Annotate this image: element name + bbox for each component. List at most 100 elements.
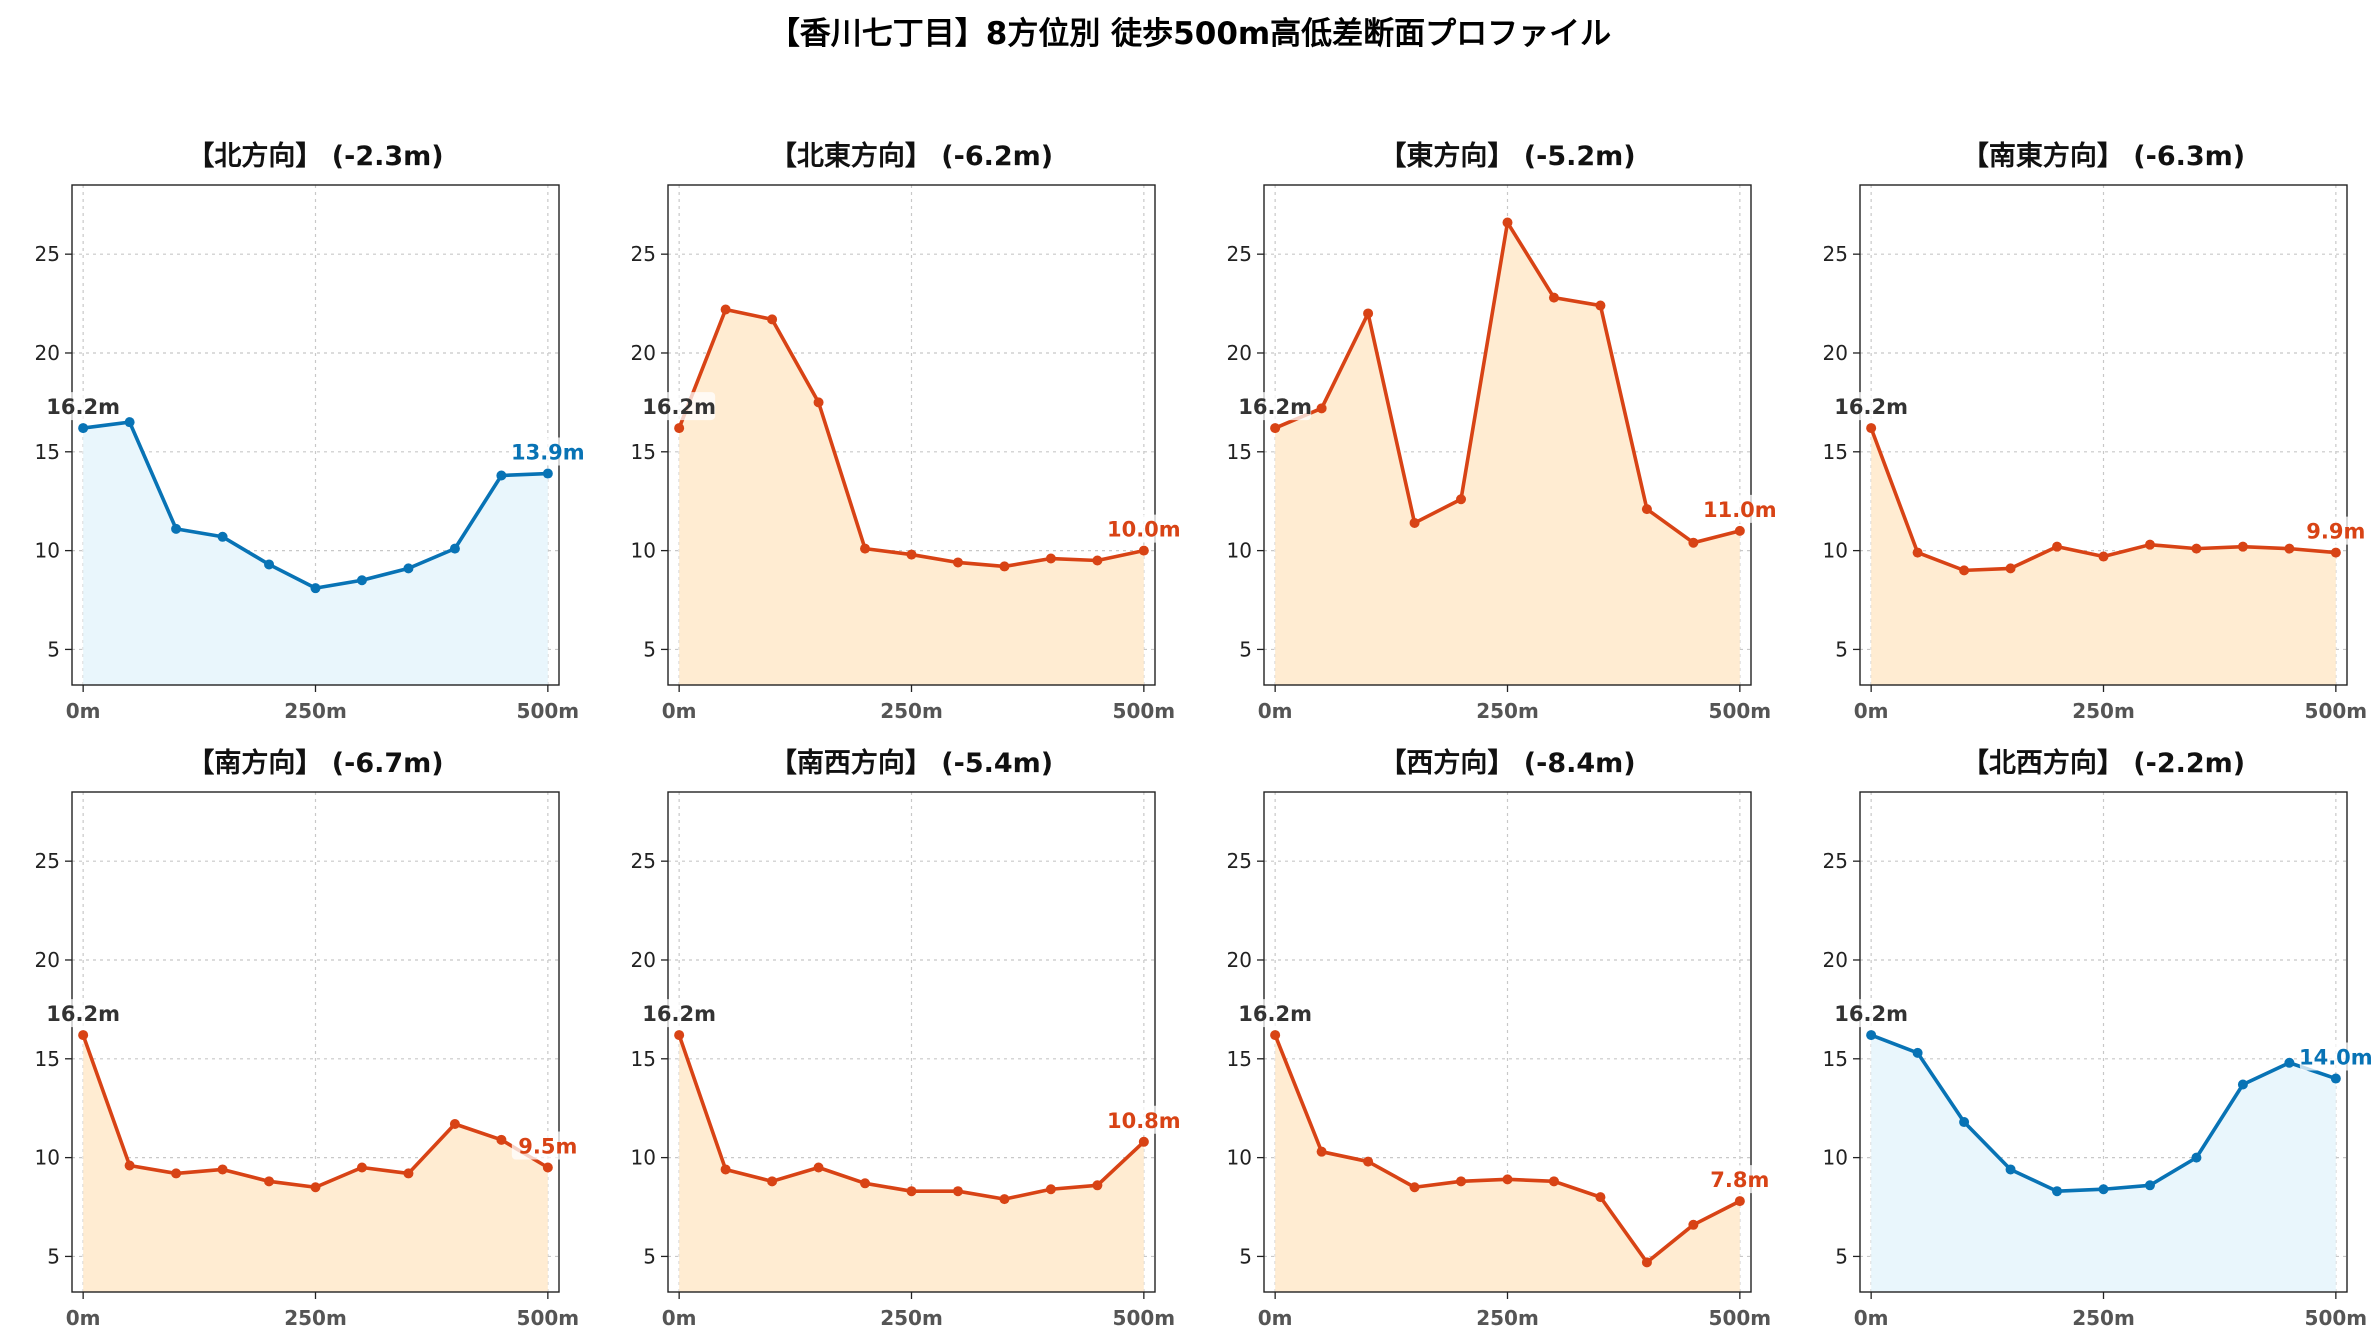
panel-7-end-label-bg — [2299, 1042, 2372, 1071]
panel-3-point-4 — [2052, 541, 2063, 552]
panel-6-end-label: 7.8m — [1710, 1168, 1769, 1192]
panel-5-xtick-label-0: 0m — [662, 1306, 697, 1330]
panel-1-point-7 — [999, 561, 1010, 572]
panel-5-point-0 — [674, 1030, 685, 1041]
panel-5-end-label: 10.8m — [1107, 1109, 1181, 1133]
panel-6-point-0 — [1270, 1030, 1281, 1041]
panel-0-ytick-label-4: 25 — [35, 242, 60, 266]
panel-3-start-label-bg — [1835, 392, 1908, 421]
panel-1-title: 【北東方向】 (-6.2m) — [770, 140, 1053, 172]
panel-6-start-label: 16.2m — [1238, 1002, 1312, 1026]
panel-2-ytick-label-0: 5 — [1239, 637, 1252, 661]
panel-2-point-5 — [1502, 217, 1513, 228]
panel-5-title: 【南西方向】 (-5.4m) — [770, 747, 1053, 779]
panel-4-end-label: 9.5m — [518, 1134, 577, 1158]
panel-4-ytick-label-0: 5 — [47, 1244, 60, 1268]
panel-6-point-5 — [1502, 1174, 1513, 1185]
panel-4-point-3 — [217, 1164, 228, 1175]
panel-3-point-2 — [1959, 565, 1970, 576]
panel-6-end-label-bg — [1703, 1165, 1776, 1194]
figure-title: 【香川七丁目】8方位別 徒歩500m高低差断面プロファイル — [769, 16, 1611, 52]
panel-7-ytick-label-4: 25 — [1823, 849, 1848, 873]
panel-0-point-10 — [542, 468, 553, 479]
panel-3-point-7 — [2191, 543, 2202, 554]
panel-4-point-5 — [310, 1182, 321, 1193]
panel-1-point-10 — [1138, 545, 1149, 556]
panel-5-ytick-label-0: 5 — [643, 1244, 656, 1268]
panel-0-xtick-label-2: 500m — [517, 699, 580, 723]
panel-2-point-10 — [1734, 525, 1745, 536]
panel-6-point-9 — [1688, 1219, 1699, 1230]
panel-7-start-label-bg — [1835, 999, 1908, 1028]
panel-4-xtick-label-0: 0m — [66, 1306, 101, 1330]
panel-1-point-2 — [767, 314, 778, 325]
panel-0-point-8 — [449, 543, 460, 554]
panel-3-xtick-label-1: 250m — [2072, 699, 2135, 723]
panel-0-point-7 — [403, 563, 414, 574]
panel-7-point-10 — [2330, 1073, 2341, 1084]
panel-1-start-label-bg — [643, 392, 716, 421]
panel-6-point-3 — [1409, 1182, 1420, 1193]
panel-3-point-3 — [2005, 563, 2016, 574]
panel-2-ytick-label-3: 20 — [1227, 341, 1252, 365]
panel-2-point-0 — [1270, 423, 1281, 434]
panel-2-ytick-label-2: 15 — [1227, 440, 1252, 464]
panel-7-point-1 — [1912, 1047, 1923, 1058]
panel-4-end-label-bg — [511, 1131, 584, 1160]
panel-0-point-3 — [217, 531, 228, 542]
panel-3-point-9 — [2284, 543, 2295, 554]
panel-6-start-label-bg — [1239, 999, 1312, 1028]
panel-5-point-1 — [720, 1164, 731, 1175]
panel-2-xtick-label-2: 500m — [1709, 699, 1772, 723]
panel-7-point-3 — [2005, 1164, 2016, 1175]
panel-0-title: 【北方向】 (-2.3m) — [187, 140, 443, 172]
panel-3-ytick-label-1: 10 — [1823, 539, 1848, 563]
panel-1-ytick-label-4: 25 — [631, 242, 656, 266]
panel-3-ytick-label-0: 5 — [1835, 637, 1848, 661]
panel-7-ytick-label-0: 5 — [1835, 1244, 1848, 1268]
panel-1-area — [679, 309, 1144, 685]
panel-6-ytick-label-4: 25 — [1227, 849, 1252, 873]
panel-2-ytick-label-1: 10 — [1227, 539, 1252, 563]
panel-1-ytick-label-3: 20 — [631, 341, 656, 365]
panel-3-xtick-label-0: 0m — [1854, 699, 1889, 723]
panel-2-point-7 — [1595, 300, 1606, 311]
panel-2-point-4 — [1456, 494, 1467, 505]
panel-4-point-2 — [171, 1168, 182, 1179]
panel-6-ytick-label-2: 15 — [1227, 1047, 1252, 1071]
panel-0-start-label: 16.2m — [46, 395, 120, 419]
panel-7-xtick-label-2: 500m — [2305, 1306, 2368, 1330]
panel-4-ytick-label-1: 10 — [35, 1146, 60, 1170]
panel-3-point-6 — [2144, 539, 2155, 550]
panel-1-point-4 — [860, 543, 871, 554]
panel-6-point-6 — [1548, 1176, 1559, 1187]
panel-3-ytick-label-3: 20 — [1823, 341, 1848, 365]
panel-5-end-label-bg — [1107, 1105, 1180, 1134]
panel-3-end-label-bg — [2299, 516, 2372, 545]
panel-4-area — [83, 1035, 548, 1292]
panel-7-ytick-label-1: 10 — [1823, 1146, 1848, 1170]
panel-2-area — [1275, 222, 1740, 685]
panel-0-end-label-bg — [511, 437, 584, 466]
panel-5-xtick-label-2: 500m — [1113, 1306, 1176, 1330]
panel-4-point-4 — [264, 1176, 275, 1187]
panel-1-start-label: 16.2m — [642, 395, 716, 419]
panel-5-point-8 — [1045, 1184, 1056, 1195]
panel-5-ytick-label-4: 25 — [631, 849, 656, 873]
panel-6-point-4 — [1456, 1176, 1467, 1187]
panel-3-start-label: 16.2m — [1834, 395, 1908, 419]
panel-4-point-8 — [449, 1119, 460, 1130]
panel-6-point-1 — [1316, 1146, 1327, 1157]
panel-2-start-label: 16.2m — [1238, 395, 1312, 419]
panel-0-point-2 — [171, 523, 182, 534]
panel-7-point-6 — [2144, 1180, 2155, 1191]
panel-1-point-3 — [813, 397, 824, 408]
panel-3-ytick-label-4: 25 — [1823, 242, 1848, 266]
panel-1-point-8 — [1045, 553, 1056, 564]
